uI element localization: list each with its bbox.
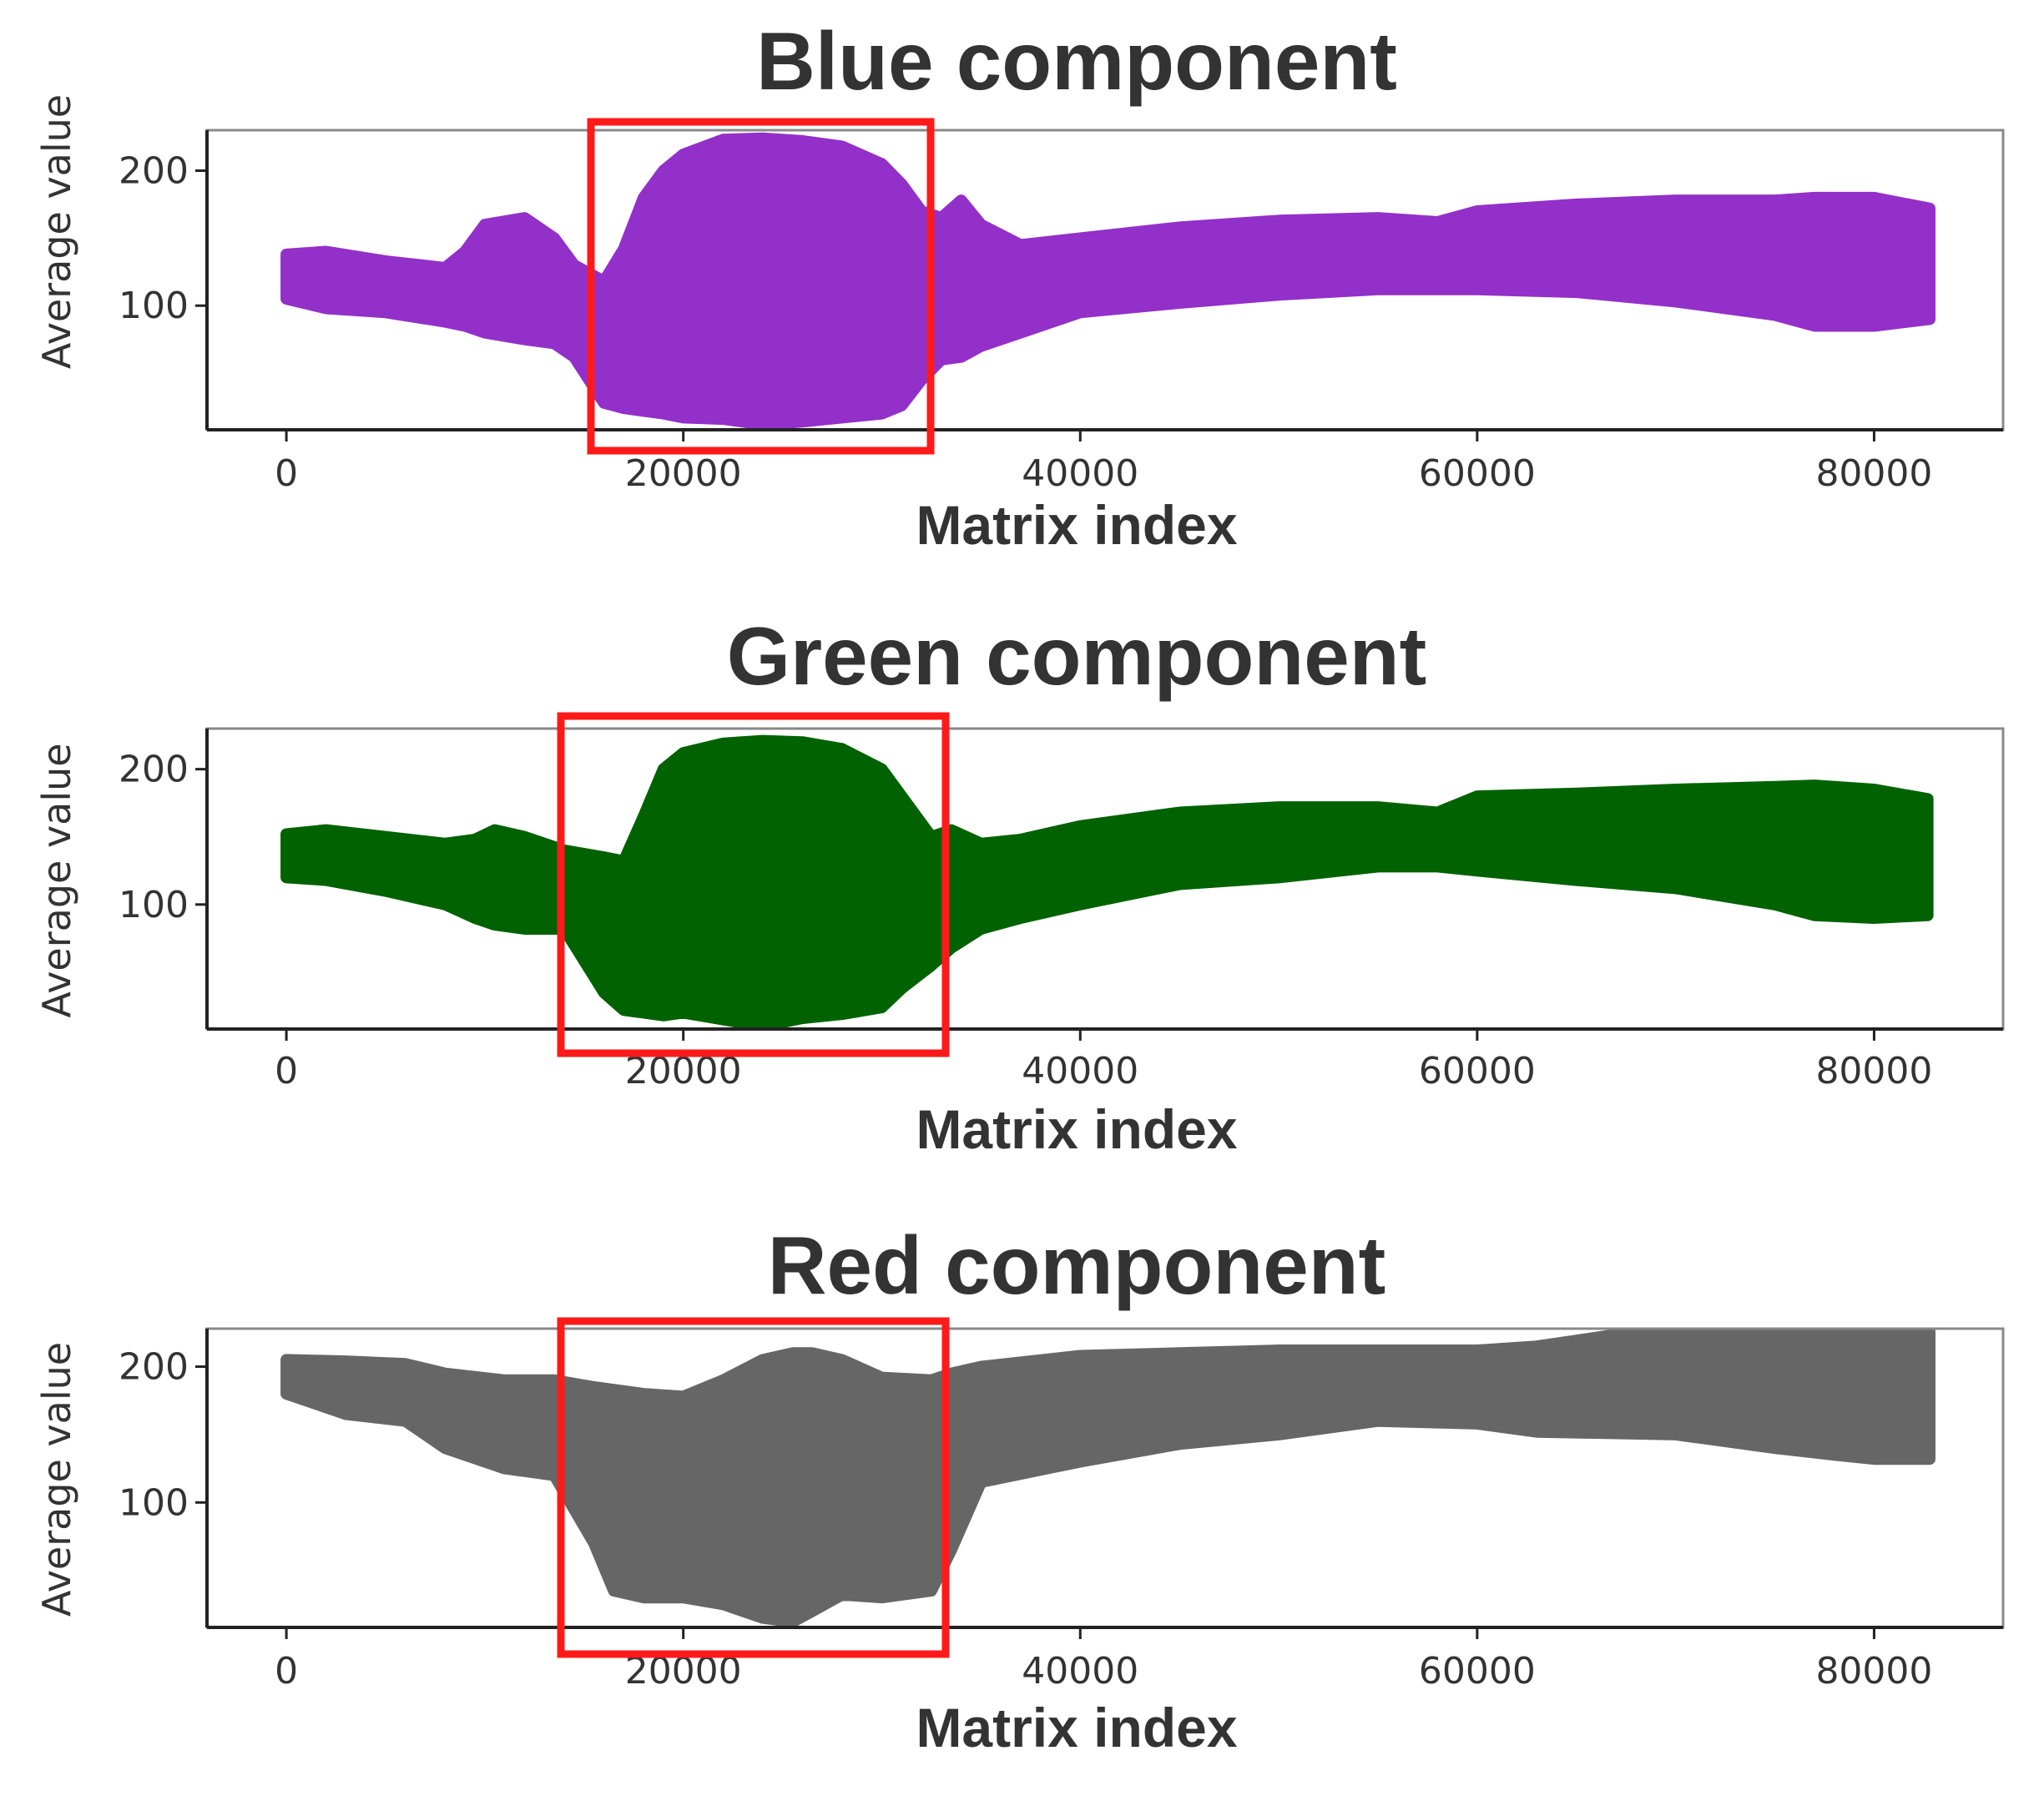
data-band: [280, 734, 1934, 1029]
x-tick-label: 80000: [1815, 452, 1932, 495]
x-axis-label: Matrix index: [916, 1098, 1237, 1160]
y-tick-label: 200: [119, 1346, 189, 1389]
chart-title: Blue component: [756, 15, 1397, 107]
x-tick-label: 20000: [625, 452, 742, 495]
x-tick-label: 40000: [1022, 1650, 1138, 1693]
x-tick-label: 80000: [1815, 1650, 1932, 1693]
x-axis-label: Matrix index: [916, 494, 1237, 556]
highlight-box: [587, 118, 935, 455]
y-tick-label: 100: [119, 884, 189, 926]
highlight-box: [557, 1317, 950, 1658]
x-tick-label: 60000: [1419, 452, 1536, 495]
x-tick-label: 0: [275, 1650, 298, 1693]
x-axis-label: Matrix index: [916, 1697, 1237, 1758]
chart-title: Red component: [768, 1219, 1385, 1311]
data-band: [280, 1329, 1935, 1627]
highlight-box: [557, 712, 950, 1057]
data-band: [280, 132, 1935, 430]
x-tick-label: 40000: [1022, 1050, 1138, 1092]
chart-title: Green component: [727, 610, 1427, 702]
x-tick-label: 40000: [1022, 452, 1138, 495]
y-tick-label: 100: [119, 1481, 189, 1524]
x-tick-label: 0: [275, 452, 298, 495]
y-axis-label: Average value: [34, 1342, 79, 1617]
x-tick-label: 60000: [1419, 1050, 1536, 1092]
x-tick-label: 60000: [1419, 1650, 1536, 1693]
x-tick-label: 80000: [1815, 1050, 1932, 1092]
y-axis-label: Average value: [34, 743, 79, 1017]
chart-panel: 0 20000 40000 60000 80000 100 200 Blue componen…: [34, 15, 2005, 556]
y-axis-label: Average value: [34, 94, 79, 369]
y-tick-label: 200: [119, 749, 189, 791]
x-tick-label: 0: [275, 1050, 298, 1092]
y-tick-label: 200: [119, 150, 189, 193]
y-tick-label: 100: [119, 285, 189, 327]
